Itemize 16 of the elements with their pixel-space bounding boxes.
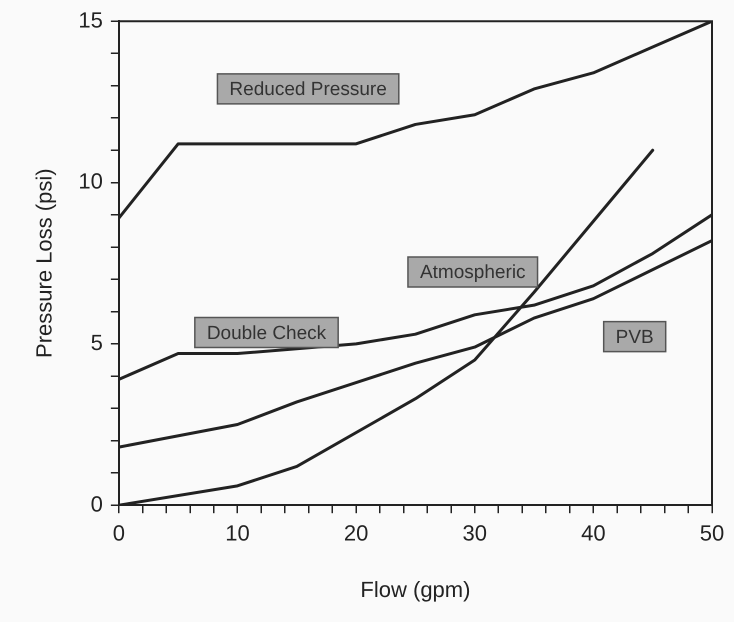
y-axis-title: Pressure Loss (psi) (31, 168, 56, 358)
x-tick-label: 40 (581, 520, 606, 546)
x-tick-label: 50 (700, 520, 724, 546)
y-tick-label: 5 (90, 330, 103, 355)
x-tick-label: 10 (225, 520, 250, 546)
y-tick-label: 15 (78, 7, 103, 32)
series-label: PVB (616, 326, 654, 348)
x-tick-label: 20 (344, 520, 368, 546)
x-tick-label: 0 (112, 520, 125, 546)
series-label: Reduced Pressure (229, 79, 387, 100)
series-label: Atmospheric (420, 262, 526, 284)
y-tick-label: 0 (90, 491, 103, 516)
series-label: Double Check (206, 322, 327, 344)
y-tick-label: 10 (78, 168, 103, 194)
x-tick-label: 30 (462, 520, 487, 546)
x-axis-title: Flow (gpm) (360, 576, 470, 602)
